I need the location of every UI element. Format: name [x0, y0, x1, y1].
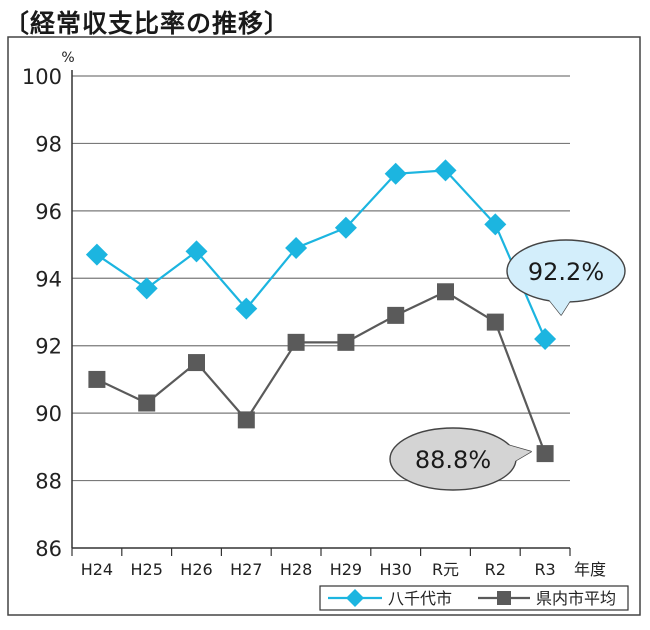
data-point-square	[138, 394, 156, 412]
data-point-diamond	[185, 240, 208, 263]
y-tick-label: 86	[35, 537, 62, 561]
data-point-diamond	[235, 297, 258, 320]
x-tick-label: H26	[180, 560, 212, 579]
data-point-square	[188, 354, 205, 372]
x-tick-label: H24	[81, 560, 113, 579]
data-point-diamond	[484, 213, 507, 236]
legend-label: 県内市平均	[536, 589, 616, 608]
chart-frame	[7, 36, 641, 616]
data-point-diamond	[534, 327, 557, 350]
series-line-2	[96, 290, 547, 454]
data-point-square	[536, 445, 554, 463]
legend-marker-square	[497, 591, 511, 605]
data-point-diamond	[85, 243, 108, 266]
x-tick-label: H28	[280, 560, 312, 579]
data-point-square	[237, 411, 255, 429]
y-tick-label: 94	[35, 267, 62, 291]
x-tick-label: R3	[534, 560, 555, 579]
data-point-square	[287, 333, 305, 351]
data-label: 92.2%	[528, 258, 604, 286]
series-line-1	[96, 169, 547, 340]
data-point-diamond	[384, 162, 407, 185]
y-tick-label: 88	[35, 470, 62, 494]
x-axis-label: 年度	[574, 560, 606, 579]
legend-label: 八千代市	[388, 589, 452, 608]
data-point-square	[337, 333, 355, 351]
page-title: 〔経常収支比率の推移〕	[4, 9, 291, 38]
x-tick-label: R元	[432, 560, 459, 579]
data-point-square	[486, 313, 504, 331]
x-tick-label: H30	[380, 560, 412, 579]
x-tick-label: H29	[330, 560, 362, 579]
data-point-diamond	[135, 277, 158, 300]
data-point-square	[437, 283, 454, 301]
x-tick-label: H27	[230, 560, 262, 579]
y-tick-label: 100	[22, 65, 62, 89]
y-tick-label: 98	[35, 132, 62, 156]
legend-marker-diamond	[346, 589, 364, 607]
data-point-square	[88, 370, 106, 388]
x-tick-label: H25	[131, 560, 163, 579]
data-label: 88.8%	[415, 446, 491, 474]
callout-tail-fill	[546, 296, 570, 315]
data-point-diamond	[434, 159, 457, 182]
data-point-diamond	[334, 216, 357, 239]
y-tick-label: 96	[35, 200, 62, 224]
x-tick-label: R2	[485, 560, 506, 579]
y-tick-label: 90	[35, 402, 62, 426]
y-axis-label: %	[61, 50, 74, 66]
callout-tail-fill	[501, 443, 532, 467]
data-point-diamond	[285, 236, 308, 259]
y-tick-label: 92	[35, 335, 62, 359]
data-point-square	[387, 306, 405, 324]
